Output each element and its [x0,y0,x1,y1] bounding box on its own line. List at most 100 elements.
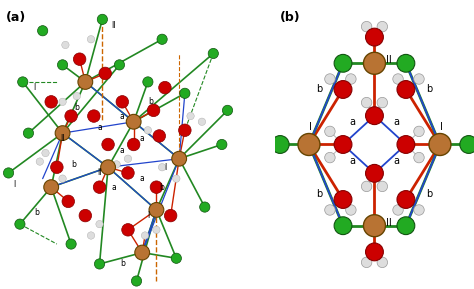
Circle shape [346,74,356,84]
Text: b: b [72,160,76,169]
Circle shape [88,110,100,122]
Circle shape [15,219,25,229]
Circle shape [361,257,372,268]
Text: I: I [440,122,443,132]
Circle shape [135,245,150,260]
Text: I: I [13,180,15,189]
Circle shape [45,96,57,108]
Circle shape [393,205,403,215]
Circle shape [397,81,415,98]
Circle shape [361,181,372,192]
Circle shape [97,14,108,25]
Circle shape [460,136,474,153]
Circle shape [325,126,335,137]
Circle shape [79,209,91,222]
Circle shape [414,152,424,163]
Text: a: a [120,112,125,121]
Text: II: II [97,168,102,177]
Circle shape [334,136,352,153]
Text: b: b [74,103,79,112]
Circle shape [65,110,77,122]
Circle shape [102,138,114,151]
Circle shape [179,124,191,136]
Circle shape [158,164,166,171]
Circle shape [377,97,388,108]
Circle shape [78,75,93,89]
Text: I: I [164,163,166,172]
Circle shape [365,243,383,261]
Circle shape [124,155,132,162]
Circle shape [414,126,424,137]
Circle shape [172,151,187,166]
Circle shape [66,239,76,249]
Circle shape [361,21,372,32]
Text: a: a [393,156,400,166]
Text: b: b [148,97,153,106]
Circle shape [59,175,66,182]
Circle shape [100,160,116,175]
Circle shape [153,226,160,234]
Circle shape [42,149,49,157]
Text: (b): (b) [280,11,301,24]
Circle shape [365,164,383,182]
Circle shape [377,257,388,268]
Circle shape [147,104,160,117]
Circle shape [187,112,194,120]
Circle shape [116,96,128,108]
Circle shape [55,126,70,140]
Circle shape [171,253,182,263]
Circle shape [94,259,105,269]
Circle shape [36,158,44,165]
Circle shape [37,26,48,36]
Text: a: a [140,174,145,183]
Circle shape [3,168,14,178]
Circle shape [164,209,177,222]
Circle shape [222,105,233,116]
Circle shape [334,54,352,72]
Circle shape [397,217,415,235]
Circle shape [200,202,210,212]
Circle shape [73,53,86,65]
Text: b: b [160,183,164,192]
Circle shape [173,175,180,182]
Circle shape [377,181,388,192]
Text: a: a [97,123,102,132]
Circle shape [73,92,81,100]
Circle shape [62,41,69,49]
Text: b: b [316,189,323,199]
Circle shape [57,60,68,70]
Text: a: a [349,116,356,127]
Circle shape [346,205,356,215]
Circle shape [96,221,103,228]
Text: I: I [147,211,149,220]
Circle shape [361,97,372,108]
Circle shape [365,28,383,46]
Text: a: a [349,156,356,166]
Circle shape [334,217,352,235]
Circle shape [51,161,63,173]
Circle shape [325,74,335,84]
Circle shape [397,191,415,208]
Circle shape [150,181,163,193]
Circle shape [144,127,152,134]
Text: b: b [120,260,125,268]
Text: II: II [111,21,116,29]
Text: b: b [426,84,433,94]
Circle shape [397,136,415,153]
Circle shape [133,121,140,128]
Circle shape [87,232,95,239]
Circle shape [414,74,424,84]
Circle shape [62,195,74,208]
Text: a: a [120,146,125,155]
Circle shape [23,128,34,138]
Circle shape [365,107,383,125]
Circle shape [153,130,165,142]
Circle shape [325,205,335,215]
Circle shape [143,77,153,87]
Circle shape [429,134,451,155]
Circle shape [157,34,167,45]
Circle shape [364,52,385,74]
Circle shape [393,74,403,84]
Circle shape [44,180,59,194]
Circle shape [149,203,164,217]
